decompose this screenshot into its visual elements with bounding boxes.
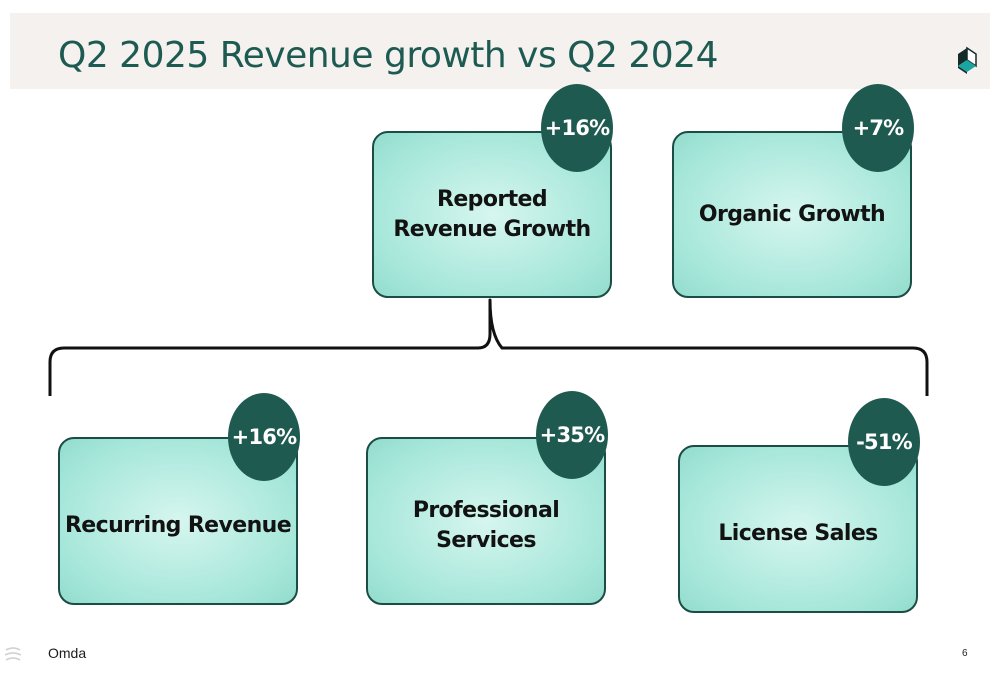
recurring-revenue-label: Recurring Revenue	[64, 513, 292, 538]
page-title: Q2 2025 Revenue growth vs Q2 2024	[58, 35, 718, 76]
license-sales-badge: -51%	[848, 398, 920, 486]
professional-services-badge: +35%	[536, 391, 608, 479]
professional-services-label: Professional Services	[412, 498, 560, 553]
organic-growth-badge: +7%	[842, 84, 914, 172]
title-bar: Q2 2025 Revenue growth vs Q2 2024	[10, 13, 990, 89]
recurring-revenue-badge: +16%	[228, 393, 300, 481]
page-number: 6	[962, 648, 968, 659]
omda-swirl-icon	[4, 647, 22, 661]
omda-logo-icon	[958, 46, 977, 74]
reported-revenue-growth-badge: +16%	[541, 84, 613, 172]
license-sales-label: License Sales	[718, 521, 878, 546]
reported-revenue-growth-label: Reported Revenue Growth	[393, 186, 591, 242]
footer-brand: Omda	[48, 645, 87, 661]
organic-growth-label: Organic Growth	[698, 201, 886, 227]
